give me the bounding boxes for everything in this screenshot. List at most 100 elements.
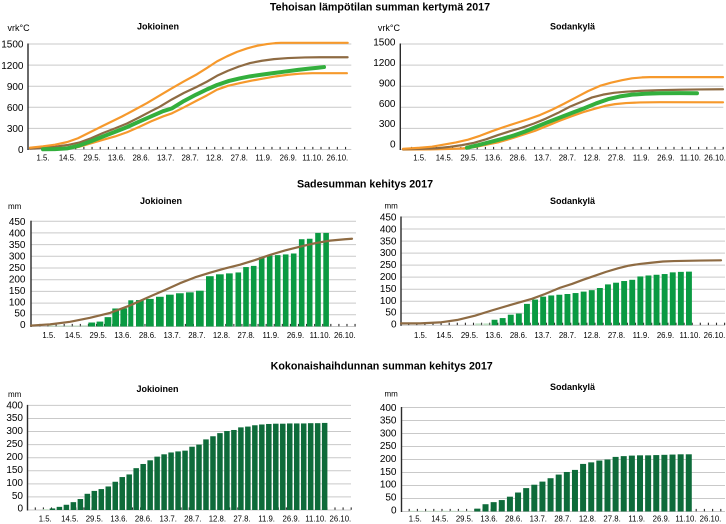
svg-text:29.5.: 29.5. [86, 515, 103, 524]
svg-text:11.9.: 11.9. [255, 153, 272, 162]
svg-text:14.5.: 14.5. [65, 331, 82, 340]
svg-text:28.6.: 28.6. [510, 153, 527, 162]
svg-text:600: 600 [7, 103, 24, 114]
svg-text:Jokioinen: Jokioinen [140, 196, 182, 206]
svg-text:0: 0 [20, 320, 26, 331]
svg-text:12.8.: 12.8. [209, 515, 226, 524]
svg-text:50: 50 [12, 491, 24, 502]
svg-text:1.5.: 1.5. [36, 153, 49, 162]
svg-text:Sodankylä: Sodankylä [550, 22, 596, 32]
svg-text:Sodankylä: Sodankylä [550, 196, 596, 206]
svg-text:300: 300 [380, 248, 397, 259]
svg-text:29.5.: 29.5. [90, 331, 107, 340]
svg-text:26.9.: 26.9. [653, 515, 670, 524]
svg-text:1.5.: 1.5. [414, 331, 427, 340]
svg-text:28.6.: 28.6. [505, 515, 522, 524]
svg-text:14.5.: 14.5. [431, 515, 448, 524]
svg-text:28.7.: 28.7. [188, 331, 205, 340]
svg-text:27.8.: 27.8. [233, 515, 250, 524]
svg-text:200: 200 [380, 272, 397, 283]
svg-text:350: 350 [380, 236, 397, 247]
svg-text:600: 600 [379, 99, 396, 110]
svg-text:200: 200 [6, 452, 23, 463]
svg-text:350: 350 [6, 413, 23, 424]
svg-text:900: 900 [7, 82, 24, 93]
svg-text:11.10.: 11.10. [675, 515, 696, 524]
svg-text:26.10.: 26.10. [327, 153, 349, 162]
svg-text:28.7.: 28.7. [559, 331, 576, 340]
svg-text:13.7.: 13.7. [164, 331, 181, 340]
svg-text:150: 150 [380, 284, 397, 295]
svg-text:13.6.: 13.6. [485, 331, 502, 340]
svg-text:13.6.: 13.6. [110, 515, 127, 524]
svg-text:1500: 1500 [373, 38, 396, 49]
svg-text:27.8.: 27.8. [608, 331, 625, 340]
svg-text:26.10.: 26.10. [330, 515, 352, 524]
svg-text:350: 350 [9, 240, 26, 251]
svg-text:0: 0 [18, 145, 24, 156]
svg-text:100: 100 [6, 478, 23, 489]
svg-text:11.9.: 11.9. [633, 331, 650, 340]
svg-text:100: 100 [9, 297, 26, 308]
svg-text:mm: mm [8, 390, 22, 399]
svg-text:150: 150 [6, 465, 23, 476]
svg-text:11.10.: 11.10. [680, 153, 701, 162]
svg-text:26.9.: 26.9. [283, 515, 300, 524]
svg-text:vrk°C: vrk°C [8, 23, 31, 33]
svg-text:28.7.: 28.7. [554, 515, 571, 524]
svg-text:mm: mm [8, 202, 22, 211]
svg-text:100: 100 [380, 296, 397, 307]
svg-text:mm: mm [385, 390, 399, 399]
svg-text:28.7.: 28.7. [559, 153, 576, 162]
svg-text:28.6.: 28.6. [510, 331, 527, 340]
svg-text:11.10.: 11.10. [310, 331, 331, 340]
svg-text:26.9.: 26.9. [657, 153, 674, 162]
svg-text:Sodankylä: Sodankylä [550, 382, 596, 392]
svg-text:200: 200 [9, 274, 26, 285]
svg-text:150: 150 [9, 286, 26, 297]
svg-text:11.9.: 11.9. [262, 331, 279, 340]
svg-text:1.5.: 1.5. [42, 331, 55, 340]
svg-text:28.6.: 28.6. [132, 153, 149, 162]
svg-text:300: 300 [6, 426, 23, 437]
svg-text:26.10.: 26.10. [704, 331, 726, 340]
svg-text:400: 400 [9, 229, 26, 240]
svg-text:100: 100 [380, 480, 397, 491]
svg-text:27.8.: 27.8. [603, 515, 620, 524]
svg-text:400: 400 [380, 224, 397, 235]
svg-text:11.10.: 11.10. [302, 153, 323, 162]
svg-text:13.6.: 13.6. [480, 515, 497, 524]
svg-text:14.5.: 14.5. [59, 153, 76, 162]
svg-text:250: 250 [380, 260, 397, 271]
svg-text:12.8.: 12.8. [583, 153, 600, 162]
svg-text:Tehoisan lämpötilan summan ker: Tehoisan lämpötilan summan kertymä 2017 [270, 2, 490, 14]
svg-text:250: 250 [9, 263, 26, 274]
svg-text:11.10.: 11.10. [305, 515, 326, 524]
svg-text:250: 250 [6, 439, 23, 450]
svg-text:27.8.: 27.8. [231, 153, 248, 162]
svg-text:300: 300 [380, 428, 397, 439]
svg-text:Kokonaishaihdunnan summan kehi: Kokonaishaihdunnan summan kehitys 2017 [271, 361, 493, 373]
svg-text:13.6.: 13.6. [108, 153, 125, 162]
svg-text:900: 900 [379, 78, 396, 89]
svg-text:vrk°C: vrk°C [378, 23, 401, 33]
svg-text:28.7.: 28.7. [184, 515, 201, 524]
svg-text:29.5.: 29.5. [461, 331, 478, 340]
svg-text:12.8.: 12.8. [579, 515, 596, 524]
svg-text:29.5.: 29.5. [83, 153, 100, 162]
svg-text:350: 350 [380, 416, 397, 427]
svg-text:1200: 1200 [373, 58, 396, 69]
svg-text:1.5.: 1.5. [409, 515, 422, 524]
svg-text:13.7.: 13.7. [160, 515, 177, 524]
svg-text:28.7.: 28.7. [182, 153, 199, 162]
svg-text:13.7.: 13.7. [534, 153, 551, 162]
svg-text:26.9.: 26.9. [657, 331, 674, 340]
svg-text:14.5.: 14.5. [436, 153, 453, 162]
svg-text:300: 300 [379, 119, 396, 130]
svg-text:11.10.: 11.10. [679, 331, 700, 340]
svg-text:1.5.: 1.5. [39, 515, 52, 524]
svg-text:450: 450 [380, 213, 397, 224]
svg-text:50: 50 [14, 309, 26, 320]
svg-text:50: 50 [385, 308, 397, 319]
svg-text:28.6.: 28.6. [135, 515, 152, 524]
